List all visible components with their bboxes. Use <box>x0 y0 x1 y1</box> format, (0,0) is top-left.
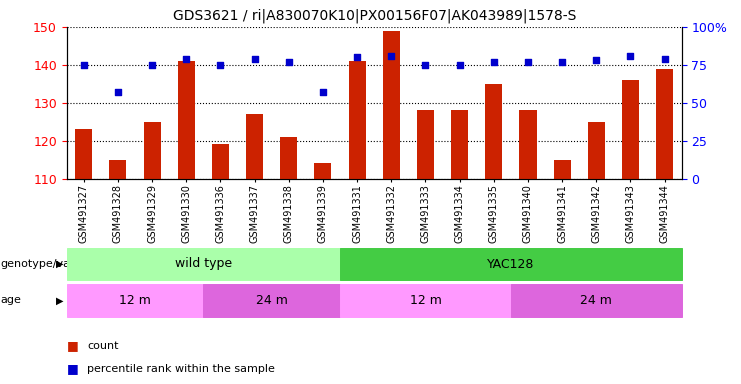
Text: ■: ■ <box>67 362 79 375</box>
Bar <box>314 164 331 179</box>
Point <box>215 62 227 68</box>
Point <box>317 89 329 95</box>
Point <box>488 59 499 65</box>
Point <box>625 53 637 59</box>
Bar <box>110 160 127 179</box>
Bar <box>280 137 297 179</box>
Bar <box>246 114 263 179</box>
Bar <box>178 61 195 179</box>
Point <box>556 59 568 65</box>
Text: ■: ■ <box>67 339 79 352</box>
Bar <box>554 160 571 179</box>
Bar <box>485 84 502 179</box>
Text: genotype/variation: genotype/variation <box>1 259 107 269</box>
Point <box>351 54 363 60</box>
Point <box>385 53 397 59</box>
Bar <box>144 122 161 179</box>
Point <box>180 56 192 62</box>
Text: 24 m: 24 m <box>256 294 288 307</box>
Text: age: age <box>1 295 21 306</box>
Point <box>78 62 90 68</box>
Bar <box>622 80 639 179</box>
Bar <box>212 144 229 179</box>
Point <box>659 56 671 62</box>
Point <box>453 62 465 68</box>
Bar <box>519 110 536 179</box>
Bar <box>348 61 365 179</box>
Text: 12 m: 12 m <box>119 294 151 307</box>
Bar <box>76 129 93 179</box>
Point <box>591 57 602 63</box>
Text: ▶: ▶ <box>56 259 63 269</box>
Text: percentile rank within the sample: percentile rank within the sample <box>87 364 276 374</box>
Text: 24 m: 24 m <box>580 294 612 307</box>
Bar <box>451 110 468 179</box>
Point <box>522 59 534 65</box>
Text: 12 m: 12 m <box>410 294 442 307</box>
Text: wild type: wild type <box>175 258 232 270</box>
Bar <box>656 69 673 179</box>
Bar <box>383 31 400 179</box>
Title: GDS3621 / ri|A830070K10|PX00156F07|AK043989|1578-S: GDS3621 / ri|A830070K10|PX00156F07|AK043… <box>173 9 576 23</box>
Point <box>283 59 295 65</box>
Point <box>419 62 431 68</box>
Point <box>146 62 158 68</box>
Text: ▶: ▶ <box>56 295 63 306</box>
Bar <box>588 122 605 179</box>
Point <box>249 56 261 62</box>
Bar <box>417 110 434 179</box>
Text: count: count <box>87 341 119 351</box>
Point <box>112 89 124 95</box>
Text: YAC128: YAC128 <box>487 258 534 270</box>
